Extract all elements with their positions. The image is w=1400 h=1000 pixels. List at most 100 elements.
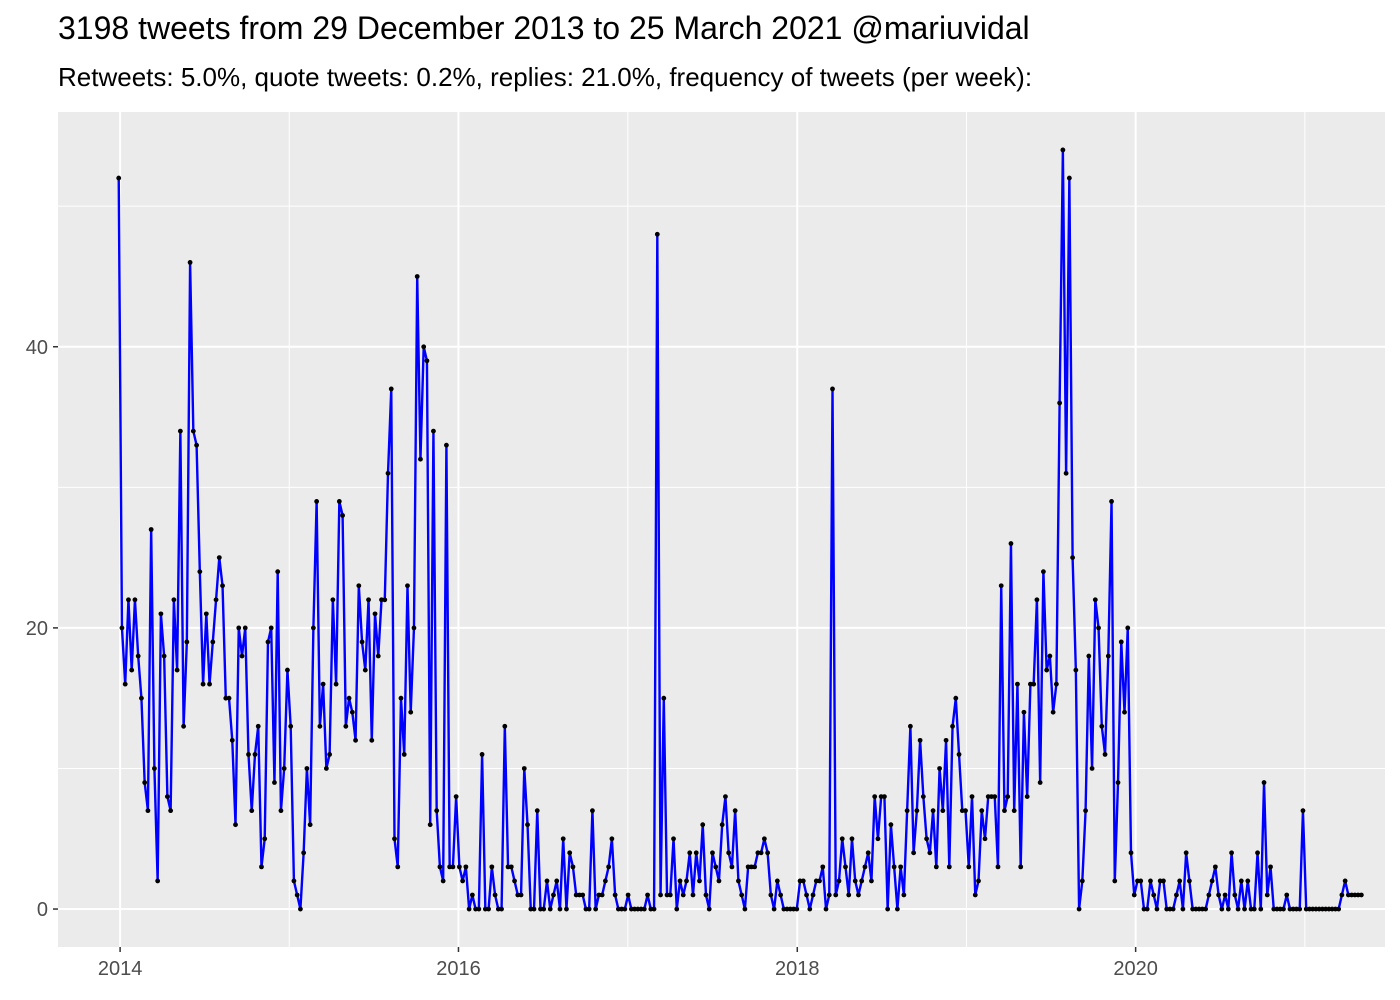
data-point (168, 808, 174, 814)
data-point (161, 653, 167, 659)
data-point (362, 667, 368, 673)
data-point (411, 625, 417, 631)
data-point (911, 850, 917, 856)
data-point (846, 892, 852, 898)
series-group (116, 147, 1364, 912)
data-point (278, 808, 284, 814)
data-point (1229, 850, 1234, 856)
data-point (502, 723, 508, 729)
data-point (765, 850, 771, 856)
data-point (833, 892, 839, 898)
data-point (1079, 878, 1085, 884)
data-point (713, 864, 719, 870)
data-point (401, 752, 407, 757)
data-point (353, 737, 358, 743)
data-point (1105, 653, 1111, 659)
data-point (1206, 892, 1212, 898)
data-point (1300, 808, 1306, 814)
data-point (924, 836, 929, 842)
data-point (1154, 906, 1160, 912)
data-point (979, 808, 985, 814)
y-axis: 0 20 40 (26, 337, 58, 921)
data-point (622, 906, 628, 912)
data-point (197, 569, 203, 575)
data-point (1339, 892, 1345, 898)
data-point (651, 906, 657, 912)
data-point (521, 766, 527, 771)
data-point (817, 878, 822, 884)
data-point (963, 808, 968, 814)
data-point (1225, 906, 1231, 912)
data-point (366, 597, 371, 603)
data-point (356, 583, 362, 589)
data-point (187, 260, 193, 265)
data-point (512, 878, 517, 884)
data-point (1212, 864, 1218, 870)
data-point (424, 358, 430, 364)
data-point (1128, 850, 1134, 856)
data-point (1047, 653, 1053, 659)
data-point (823, 906, 829, 912)
data-point (203, 611, 209, 617)
data-point (340, 513, 345, 518)
x-tick-label: 2018 (775, 958, 820, 980)
data-point (1358, 892, 1364, 898)
data-point (697, 878, 702, 884)
data-point (129, 667, 135, 673)
data-point (700, 822, 706, 828)
data-point (992, 794, 998, 799)
data-point (233, 822, 238, 828)
data-point (1261, 780, 1267, 785)
data-point (719, 822, 725, 828)
data-point (476, 906, 482, 912)
data-point (1034, 597, 1040, 603)
data-point (580, 892, 586, 898)
data-point (323, 766, 329, 771)
data-point (1044, 667, 1050, 673)
data-point (661, 695, 667, 701)
data-point (950, 723, 955, 729)
data-point (242, 625, 248, 631)
data-point (706, 906, 712, 912)
data-point (210, 639, 216, 645)
data-point (865, 850, 871, 856)
data-point (421, 344, 427, 350)
data-point (716, 878, 722, 884)
data-point (1118, 639, 1124, 645)
data-point (943, 737, 949, 743)
series-line (117, 148, 1362, 911)
data-point (1336, 906, 1342, 912)
data-point (392, 836, 397, 842)
data-point (1138, 878, 1144, 884)
data-point (336, 498, 342, 504)
data-point (1112, 878, 1118, 884)
data-point (466, 906, 472, 912)
data-point (969, 794, 975, 799)
data-point (654, 231, 660, 237)
data-point (1037, 780, 1043, 785)
data-point (882, 794, 887, 799)
data-point (385, 470, 391, 476)
data-point (895, 906, 900, 912)
data-point (135, 653, 141, 659)
data-point (885, 906, 891, 912)
data-point (1125, 625, 1131, 631)
chart-title: 3198 tweets from 29 December 2013 to 25 … (58, 10, 1030, 46)
data-point (927, 850, 933, 856)
data-point (375, 653, 381, 659)
data-point (693, 850, 699, 856)
data-point (349, 709, 355, 715)
data-point (518, 892, 524, 898)
data-point (875, 836, 881, 842)
data-point (1015, 681, 1020, 687)
data-point (872, 794, 878, 799)
data-point (891, 864, 897, 870)
data-point (317, 723, 323, 729)
data-point (888, 822, 894, 828)
data-point (940, 808, 946, 814)
data-point (758, 850, 764, 856)
x-tick-label: 2014 (98, 958, 143, 980)
data-point (1060, 147, 1066, 153)
data-point (1235, 906, 1241, 912)
